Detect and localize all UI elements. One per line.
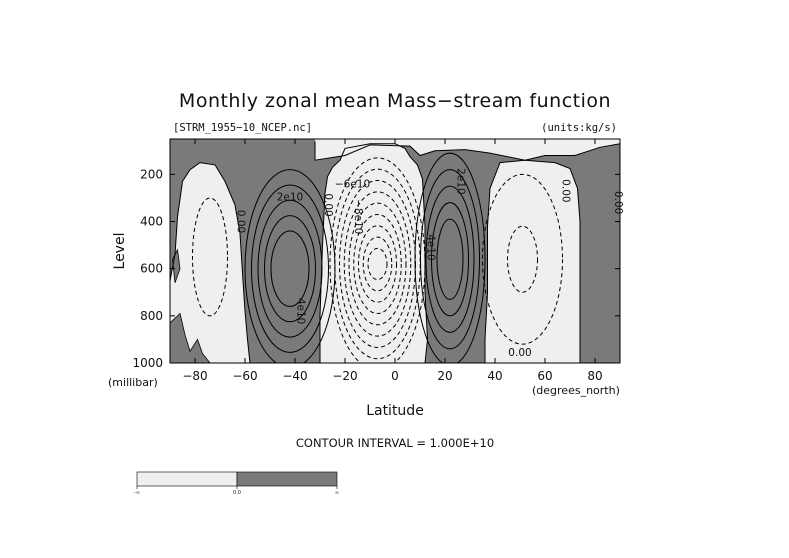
y-tick-label: 400 (140, 215, 163, 229)
contour-negative-north (482, 173, 563, 345)
contour-value-label: 0.00 (560, 179, 572, 202)
contour-zero (484, 159, 581, 363)
x-tick-label: 40 (487, 369, 502, 383)
colorbar-negative-segment (136, 471, 238, 487)
contour-value-label: 0.00 (322, 193, 334, 216)
y-tick-label: 600 (140, 262, 163, 276)
positive-patch (170, 312, 211, 363)
contour-value-label: 4e10 (425, 234, 437, 261)
x-tick-label: 0 (391, 369, 399, 383)
contour-value-label: 2e10 (455, 168, 467, 195)
x-tick-label: 60 (537, 369, 552, 383)
x-tick-label: −40 (282, 369, 307, 383)
contour-negative-central (367, 247, 388, 281)
x-tick-label: 20 (437, 369, 452, 383)
contour-negative-central (362, 236, 393, 292)
contour-negative-central (353, 213, 402, 314)
y-axis-units: (millibar) (108, 376, 158, 389)
contour-positive-north (436, 218, 464, 300)
contour-value-label: −8e10 (352, 199, 364, 234)
negative-region (170, 162, 250, 363)
contour-positive-north (425, 185, 475, 333)
y-axis-label: Level (112, 233, 128, 270)
contour-value-label: −6e10 (335, 178, 370, 190)
contour-value-label: 2e10 (277, 191, 304, 203)
contour-positive-north (431, 202, 469, 317)
contour-negative-north (507, 225, 538, 293)
x-tick-label: 80 (587, 369, 602, 383)
x-axis-label: Latitude (366, 403, 424, 419)
contour-value-label: 0.00 (235, 210, 247, 233)
contour-zero (319, 143, 429, 363)
contour-zero (314, 139, 620, 161)
y-tick-label: 1000 (132, 356, 163, 370)
source-file-label: [STRM_1955−10_NCEP.nc] (173, 122, 312, 134)
y-axis-ticks: 200 400 600 800 1000 (132, 167, 620, 370)
contour-positive-north (414, 152, 486, 363)
contour-positive-north (420, 169, 480, 350)
contour-positive-south (264, 215, 316, 323)
colorbar: -∞ 0.0 ∞ (134, 471, 339, 496)
contour-positive-south (251, 184, 329, 353)
contour-labels: 0.002e104e100.00−6e10−8e100.000.002e104e… (235, 168, 625, 359)
x-axis-ticks: −80 −60 −40 −20 0 20 40 60 80 (182, 139, 603, 383)
units-label: (units:kg/s) (541, 122, 617, 134)
chart-title: Monthly zonal mean Mass−stream function (179, 90, 611, 112)
x-tick-label: −20 (332, 369, 357, 383)
contour-value-label: 0.00 (508, 347, 531, 359)
contour-value-label: 4e10 (295, 298, 307, 325)
plot-area (170, 139, 620, 363)
contour-positive-south (270, 230, 310, 307)
negative-region (485, 160, 580, 363)
contour-negative-central (348, 202, 407, 326)
contour-negative-far-south (192, 197, 228, 317)
contour-interval-label: CONTOUR INTERVAL = 1.000E+10 (296, 436, 494, 450)
contour-value-label: 0.00 (612, 191, 624, 214)
x-axis-units: (degrees_north) (532, 384, 620, 397)
contour-negative-central (358, 225, 397, 303)
colorbar-label-zero: 0.0 (233, 490, 241, 496)
colorbar-label-pos-inf: ∞ (335, 490, 339, 496)
y-tick-label: 800 (140, 309, 163, 323)
contour-negative-central (343, 191, 412, 337)
y-tick-label: 200 (140, 167, 163, 181)
colorbar-positive-segment (236, 471, 338, 487)
contour-zero (170, 162, 251, 363)
contour-lines (170, 139, 620, 363)
x-tick-label: −60 (232, 369, 257, 383)
x-tick-label: −80 (182, 369, 207, 383)
negative-region (320, 143, 428, 363)
colorbar-label-neg-inf: -∞ (134, 490, 140, 496)
